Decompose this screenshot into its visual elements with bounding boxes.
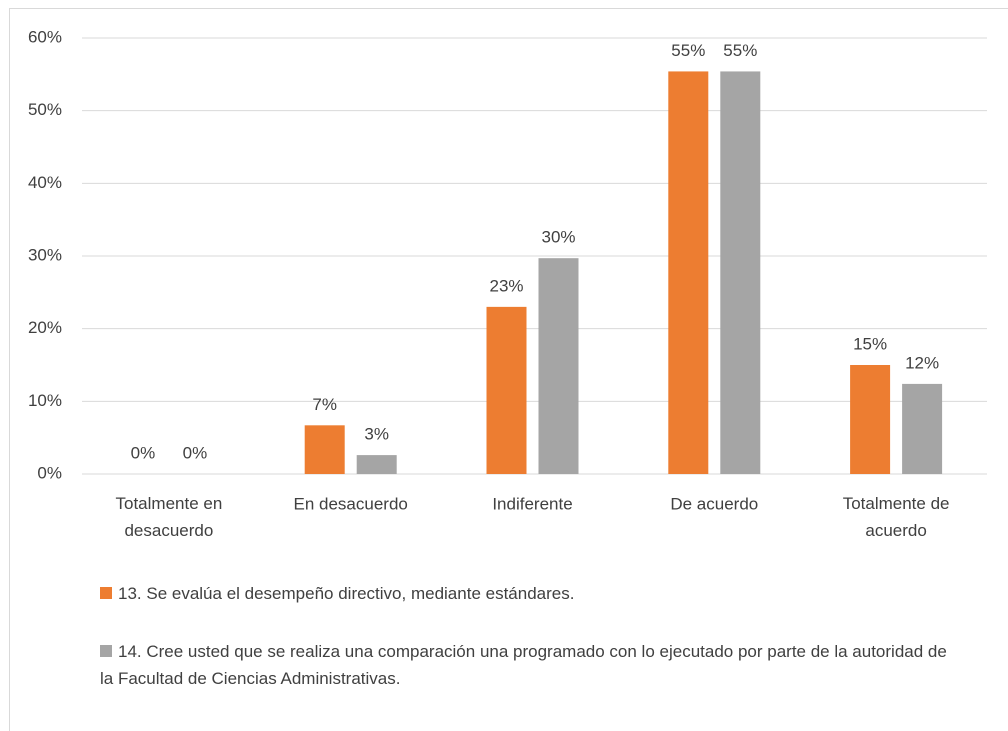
bar: [668, 71, 709, 474]
legend-key: [100, 645, 112, 657]
bar: [902, 383, 943, 474]
bar: [486, 306, 527, 474]
legend-label: 14. Cree usted que se realiza una compar…: [100, 642, 947, 688]
x-tick-label: En desacuerdo: [294, 494, 408, 513]
legend-entry: 14. Cree usted que se realiza una compar…: [100, 638, 960, 692]
y-tick-label: 60%: [28, 27, 62, 46]
x-tick-label: Indiferente: [492, 494, 572, 513]
data-label: 23%: [489, 276, 523, 295]
data-label: 7%: [312, 395, 337, 414]
y-tick-label: 40%: [28, 173, 62, 192]
bar: [304, 425, 345, 474]
data-label: 55%: [671, 41, 705, 60]
legend-entry: 13. Se evalúa el desempeño directivo, me…: [100, 580, 960, 607]
y-tick-label: 30%: [28, 245, 62, 264]
data-label: 3%: [364, 425, 389, 444]
chart-frame: [9, 8, 1008, 731]
y-tick-label: 50%: [28, 100, 62, 119]
legend-label: 13. Se evalúa el desempeño directivo, me…: [118, 584, 575, 603]
x-tick-label: De acuerdo: [670, 494, 758, 513]
y-tick-label: 0%: [37, 463, 62, 482]
bar: [356, 455, 397, 474]
y-tick-label: 20%: [28, 318, 62, 337]
data-label: 15%: [853, 334, 887, 353]
x-tick-label: Totalmente de acuerdo: [843, 494, 950, 540]
data-label: 30%: [541, 228, 575, 247]
bar: [850, 365, 891, 474]
bar: [538, 258, 579, 474]
data-label: 0%: [183, 443, 208, 462]
data-label: 0%: [131, 443, 156, 462]
bar: [720, 71, 761, 474]
data-label: 55%: [723, 41, 757, 60]
x-tick-label: Totalmente en desacuerdo: [116, 494, 223, 540]
data-label: 12%: [905, 353, 939, 372]
y-tick-label: 10%: [28, 391, 62, 410]
legend-key: [100, 587, 112, 599]
